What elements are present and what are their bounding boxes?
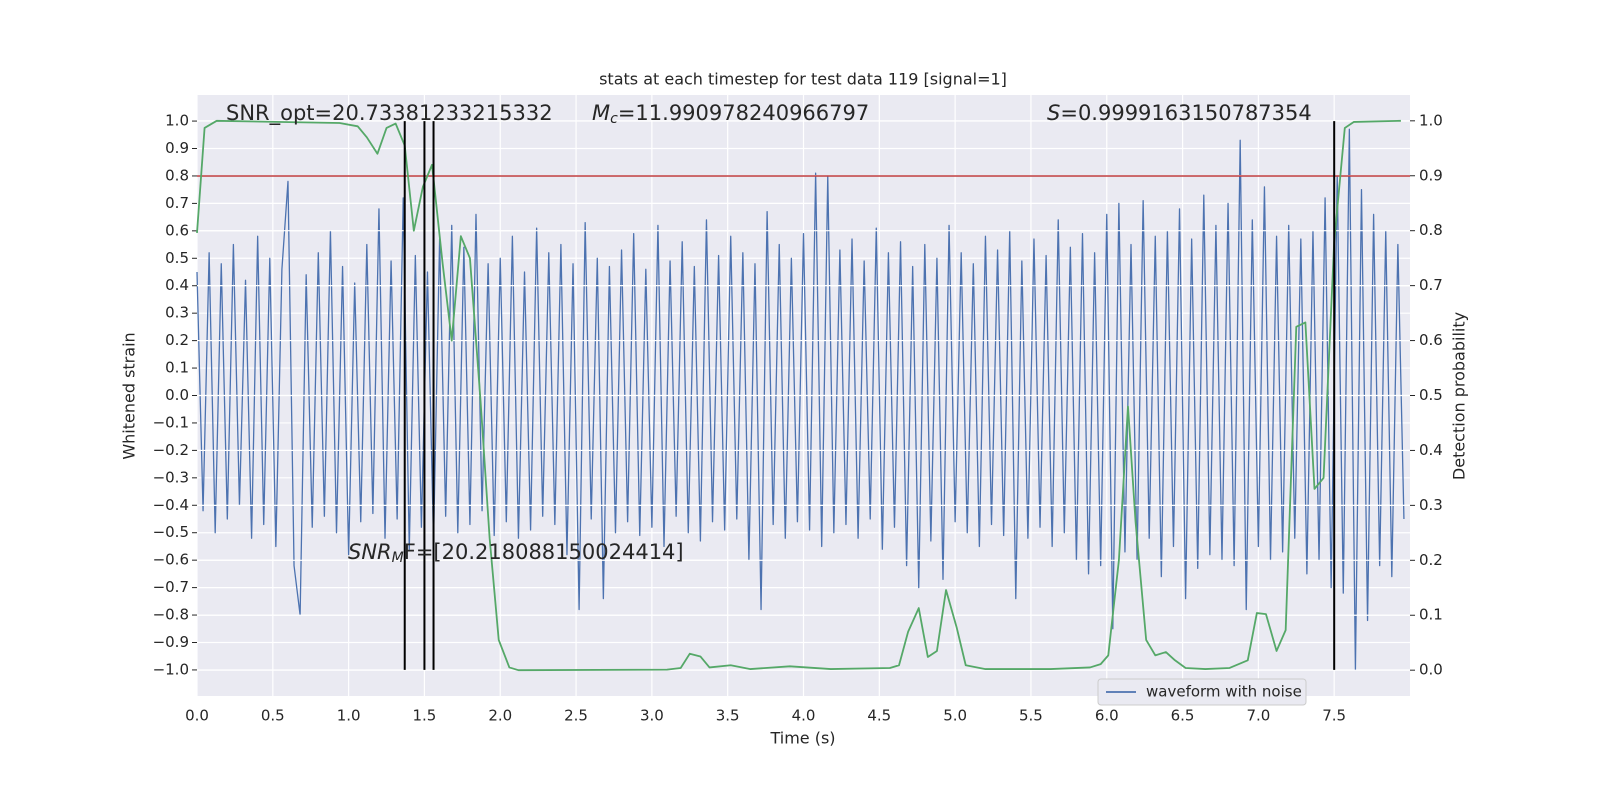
y-tick-label: −0.1 [153, 413, 189, 431]
annotation-text: SNR_opt=20.73381233215332 [226, 101, 553, 126]
y2-tick-label: 0.7 [1419, 276, 1443, 294]
y-tick-label: 0.1 [165, 359, 189, 377]
y-tick-label: 0.9 [165, 139, 189, 157]
y-tick-label: 0.5 [165, 249, 189, 267]
y-tick-label: −0.6 [153, 551, 189, 569]
annotation: SNR_opt=20.73381233215332 [226, 101, 553, 126]
x-tick-label: 6.5 [1171, 707, 1195, 725]
annotation-subscript: c [610, 111, 618, 127]
y-tick-label: 0.6 [165, 221, 189, 239]
y-tick-label: 0.8 [165, 166, 189, 184]
waveform-line [196, 128, 1405, 671]
legend: waveform with noise [1097, 678, 1307, 706]
over-layer [197, 120, 1410, 671]
y-tick-label: −0.5 [153, 523, 189, 541]
annotation-symbol: SNR [348, 540, 392, 564]
y-tick-label: −0.7 [153, 578, 189, 596]
x-tick-label: 5.0 [943, 707, 967, 725]
y2-tick-label: 0.0 [1419, 661, 1443, 679]
y2-tick-label: 0.9 [1419, 166, 1443, 184]
annotation-subscript: M [392, 550, 404, 566]
y2-tick-label: 0.3 [1419, 496, 1443, 514]
y-tick-label: 1.0 [165, 112, 189, 130]
y-tick-label: −0.2 [153, 441, 189, 459]
y-tick-label: 0.3 [165, 304, 189, 322]
x-tick-label: 2.0 [488, 707, 512, 725]
data-layer [196, 128, 1405, 671]
y2-tick-label: 1.0 [1419, 111, 1443, 129]
y-tick-label: 0.4 [165, 276, 189, 294]
x-tick-label: 4.0 [792, 707, 816, 725]
y2-tick-label: 0.5 [1419, 386, 1443, 404]
annotation: SNRMF=[20.218088150024414] [348, 540, 684, 566]
annotation: S=0.9999163150787354 [1047, 101, 1312, 125]
y2-tick-label: 0.2 [1419, 551, 1443, 569]
y-tick-label: −1.0 [153, 660, 189, 678]
annotation-text: F=[20.218088150024414] [404, 540, 684, 564]
y2-tick-label: 0.8 [1419, 221, 1443, 239]
x-tick-label: 3.0 [640, 707, 664, 725]
x-tick-label: 1.0 [337, 707, 361, 725]
y-tick-label: 0.7 [165, 194, 189, 212]
x-tick-label: 0.0 [185, 707, 209, 725]
chart-title: stats at each timestep for test data 119… [599, 70, 1007, 89]
x-tick-label: 4.5 [867, 707, 891, 725]
y2-tick-label: 0.4 [1419, 441, 1443, 459]
x-tick-label: 0.5 [261, 707, 285, 725]
legend-label: waveform with noise [1146, 683, 1302, 701]
y-tick-label: 0.0 [165, 386, 189, 404]
legend-box [1097, 678, 1307, 706]
x-tick-label: 7.5 [1322, 707, 1346, 725]
y-axis-label: Whitened strain [120, 332, 139, 459]
x-tick-label: 6.0 [1095, 707, 1119, 725]
annotation-symbol: S [1047, 101, 1060, 125]
x-axis-label: Time (s) [769, 729, 835, 748]
x-tick-label: 3.5 [716, 707, 740, 725]
y-tick-label: −0.4 [153, 496, 189, 514]
y-tick-label: −0.8 [153, 606, 189, 624]
y2-tick-label: 0.6 [1419, 331, 1443, 349]
annotation-symbol: M [592, 101, 610, 125]
y2-tick-label: 0.1 [1419, 606, 1443, 624]
annotation-text: =11.990978240966797 [618, 101, 869, 125]
x-tick-label: 5.5 [1019, 707, 1043, 725]
y2-axis-label: Detection probability [1450, 312, 1469, 480]
annotation-text: =0.9999163150787354 [1060, 101, 1311, 125]
x-tick-label: 2.5 [564, 707, 588, 725]
y-tick-label: −0.3 [153, 468, 189, 486]
y-tick-label: 0.2 [165, 331, 189, 349]
annotation: Mc=11.990978240966797 [592, 101, 869, 127]
x-tick-label: 7.0 [1246, 707, 1270, 725]
y-tick-label: −0.9 [153, 633, 189, 651]
x-tick-label: 1.5 [413, 707, 437, 725]
